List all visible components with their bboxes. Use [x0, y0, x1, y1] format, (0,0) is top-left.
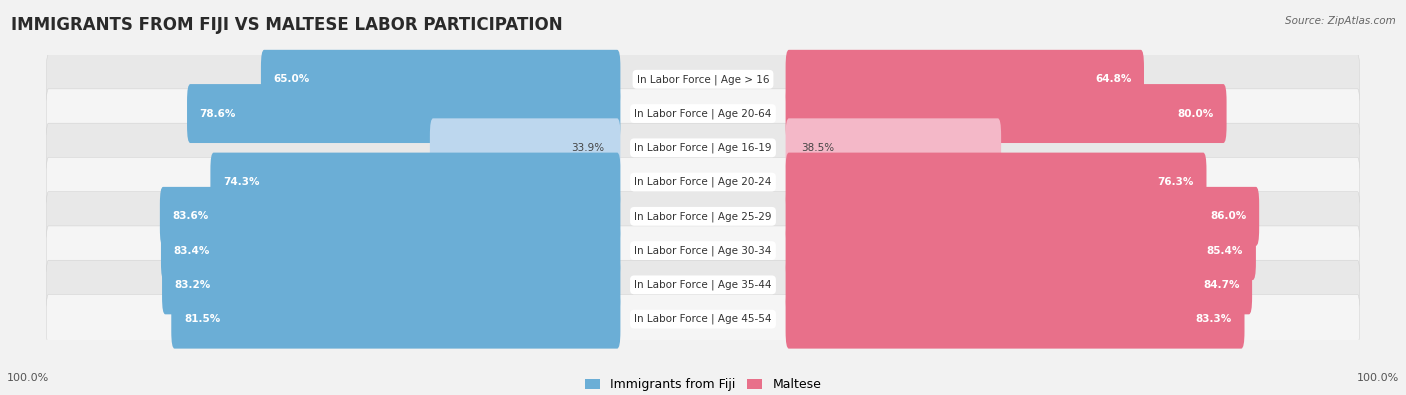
Text: 74.3%: 74.3% [224, 177, 260, 187]
FancyBboxPatch shape [172, 290, 620, 349]
Text: 38.5%: 38.5% [801, 143, 835, 153]
Text: IMMIGRANTS FROM FIJI VS MALTESE LABOR PARTICIPATION: IMMIGRANTS FROM FIJI VS MALTESE LABOR PA… [11, 16, 562, 34]
Text: In Labor Force | Age 16-19: In Labor Force | Age 16-19 [634, 143, 772, 153]
Legend: Immigrants from Fiji, Maltese: Immigrants from Fiji, Maltese [579, 373, 827, 395]
Text: 83.6%: 83.6% [173, 211, 209, 221]
Text: 33.9%: 33.9% [571, 143, 605, 153]
Text: 100.0%: 100.0% [7, 373, 49, 383]
FancyBboxPatch shape [160, 221, 620, 280]
FancyBboxPatch shape [211, 152, 620, 212]
FancyBboxPatch shape [786, 290, 1244, 349]
Text: 84.7%: 84.7% [1204, 280, 1240, 290]
Text: 83.3%: 83.3% [1195, 314, 1232, 324]
Text: In Labor Force | Age 45-54: In Labor Force | Age 45-54 [634, 314, 772, 324]
FancyBboxPatch shape [786, 152, 1206, 212]
FancyBboxPatch shape [187, 84, 620, 143]
Text: In Labor Force | Age 20-64: In Labor Force | Age 20-64 [634, 108, 772, 119]
FancyBboxPatch shape [786, 50, 1144, 109]
FancyBboxPatch shape [162, 256, 620, 314]
FancyBboxPatch shape [46, 158, 1360, 207]
FancyBboxPatch shape [786, 221, 1256, 280]
Text: 78.6%: 78.6% [200, 109, 236, 118]
FancyBboxPatch shape [46, 123, 1360, 173]
Text: In Labor Force | Age > 16: In Labor Force | Age > 16 [637, 74, 769, 85]
Text: 76.3%: 76.3% [1157, 177, 1194, 187]
Text: 80.0%: 80.0% [1178, 109, 1213, 118]
FancyBboxPatch shape [786, 84, 1226, 143]
FancyBboxPatch shape [46, 192, 1360, 241]
FancyBboxPatch shape [46, 226, 1360, 275]
FancyBboxPatch shape [46, 260, 1360, 310]
Text: 100.0%: 100.0% [1357, 373, 1399, 383]
Text: 83.2%: 83.2% [174, 280, 211, 290]
FancyBboxPatch shape [46, 294, 1360, 344]
FancyBboxPatch shape [786, 256, 1253, 314]
Text: 83.4%: 83.4% [174, 246, 209, 256]
FancyBboxPatch shape [160, 187, 620, 246]
Text: 65.0%: 65.0% [274, 74, 309, 84]
Text: 81.5%: 81.5% [184, 314, 221, 324]
FancyBboxPatch shape [786, 187, 1260, 246]
Text: 86.0%: 86.0% [1211, 211, 1247, 221]
FancyBboxPatch shape [430, 118, 620, 177]
FancyBboxPatch shape [46, 55, 1360, 104]
Text: 64.8%: 64.8% [1095, 74, 1132, 84]
Text: Source: ZipAtlas.com: Source: ZipAtlas.com [1285, 16, 1396, 26]
FancyBboxPatch shape [262, 50, 620, 109]
Text: In Labor Force | Age 30-34: In Labor Force | Age 30-34 [634, 245, 772, 256]
Text: 85.4%: 85.4% [1206, 246, 1243, 256]
Text: In Labor Force | Age 25-29: In Labor Force | Age 25-29 [634, 211, 772, 222]
Text: In Labor Force | Age 35-44: In Labor Force | Age 35-44 [634, 280, 772, 290]
FancyBboxPatch shape [46, 89, 1360, 138]
FancyBboxPatch shape [786, 118, 1001, 177]
Text: In Labor Force | Age 20-24: In Labor Force | Age 20-24 [634, 177, 772, 187]
